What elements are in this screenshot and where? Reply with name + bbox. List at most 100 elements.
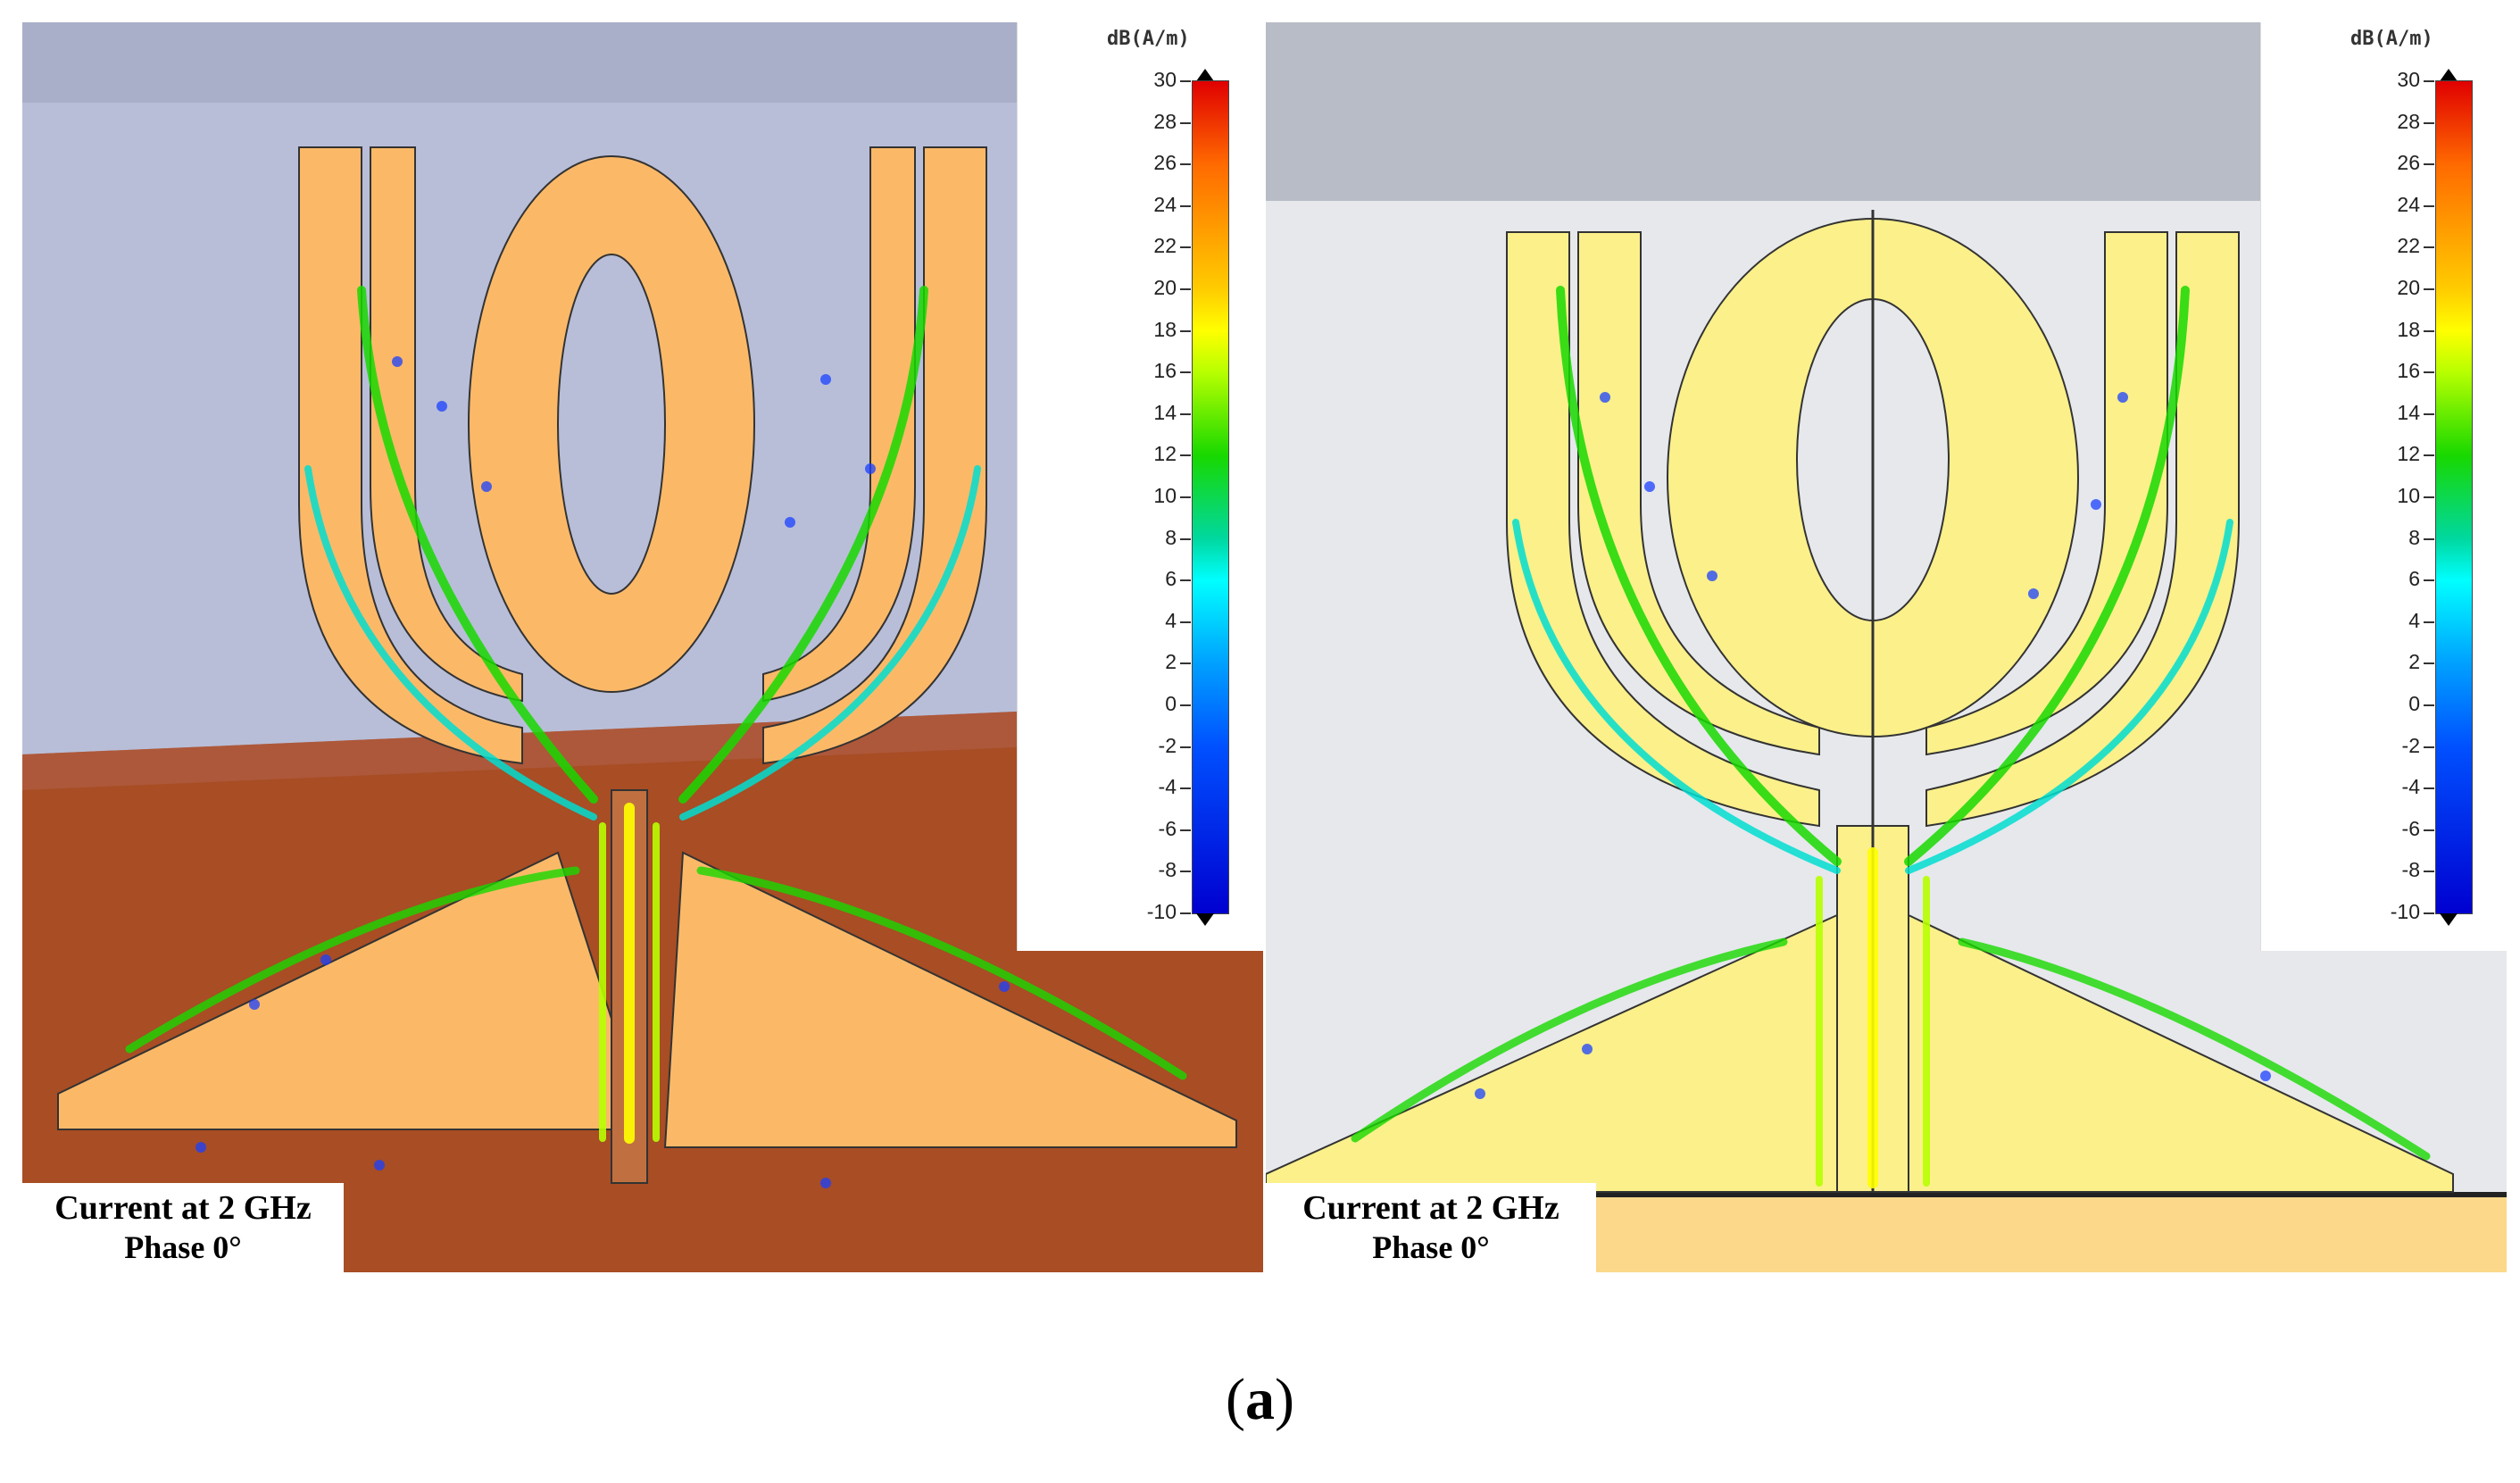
- colorbar-legend: dB(A/m) 30 28 26 24 22 20 18 16 14 12 10 8 6 4 2 0 -2 -4-…: [1017, 22, 1263, 951]
- colorbar-tick-mark: [1180, 454, 1191, 457]
- colorbar-tick-mark: [1180, 412, 1191, 415]
- colorbar-tick-label: 28: [1153, 109, 1177, 133]
- colorbar-tick-mark: [2424, 829, 2434, 831]
- colorbar-tick-mark: [2424, 246, 2434, 249]
- colorbar-tick-mark: [1180, 621, 1191, 623]
- colorbar-tick-mark: [2424, 662, 2434, 665]
- colorbar-tick-label: 10: [1153, 484, 1177, 507]
- colorbar-tick-mark: [2424, 163, 2434, 166]
- colorbar-tick-label: 18: [2397, 317, 2420, 341]
- simulation-panel-front: dB(A/m) 30 28 26 24 22 20 18 16 14 12 10 8 6 4 2 0 -2 -4-…: [1266, 22, 2507, 1272]
- caption-frequency: Current at 2 GHz: [1302, 1189, 1559, 1227]
- colorbar-tick-mark: [1180, 787, 1191, 790]
- colorbar-tick-mark: [2424, 454, 2434, 457]
- colorbar-tick-mark: [1180, 246, 1191, 249]
- colorbar-tick-mark: [2424, 746, 2434, 748]
- colorbar-tick-mark: [1180, 912, 1191, 914]
- caption-frequency: Current at 2 GHz: [54, 1189, 312, 1227]
- colorbar-tick-mark: [1180, 704, 1191, 706]
- colorbar-tick-label: 0: [2408, 692, 2420, 715]
- colorbar-tick-mark: [1180, 204, 1191, 207]
- colorbar-tick-label: -10: [1146, 900, 1177, 923]
- colorbar-tick-mark: [2424, 371, 2434, 374]
- colorbar-tick-mark: [1180, 496, 1191, 498]
- colorbar-tick-mark: [2424, 871, 2434, 873]
- colorbar-tick-mark: [2424, 496, 2434, 498]
- colorbar-tick-label: 20: [2397, 276, 2420, 299]
- colorbar-tick-label: 6: [1165, 567, 1177, 591]
- colorbar-tick-mark: [2424, 80, 2434, 82]
- colorbar-gradient: [1192, 80, 1229, 914]
- colorbar-tick-mark: [2424, 204, 2434, 207]
- colorbar-tick-label: -8: [1158, 858, 1177, 882]
- colorbar-tick-label: -6: [1158, 816, 1177, 840]
- colorbar-tick-mark: [2424, 621, 2434, 623]
- colorbar-tick-mark: [1180, 746, 1191, 748]
- colorbar-tick-label: 10: [2397, 484, 2420, 507]
- colorbar-tick-label: 12: [2397, 442, 2420, 466]
- subfigure-label: (a): [0, 1366, 2520, 1434]
- colorbar-min-arrow-icon: [2440, 913, 2458, 926]
- colorbar-legend: dB(A/m) 30 28 26 24 22 20 18 16 14 12 10 8 6 4 2 0 -2 -4-…: [2260, 22, 2507, 951]
- colorbar-max-arrow-icon: [1196, 69, 1214, 81]
- colorbar-tick-label: -4: [1158, 775, 1177, 799]
- colorbar-tick-label: -6: [2401, 816, 2420, 840]
- colorbar-tick-mark: [2424, 579, 2434, 582]
- subfigure-label-letter: a: [1245, 1367, 1275, 1432]
- colorbar-tick-label: 2: [1165, 650, 1177, 674]
- colorbar-tick-label: -10: [2390, 900, 2420, 923]
- colorbar-tick-mark: [2424, 704, 2434, 706]
- colorbar-tick-mark: [1180, 579, 1191, 582]
- colorbar-tick-label: 16: [2397, 359, 2420, 383]
- colorbar-tick-label: 14: [1153, 400, 1177, 424]
- simulation-panel-perspective: dB(A/m) 30 28 26 24 22 20 18 16 14 12 10 8 6 4 2 0 -2 -4-…: [22, 22, 1263, 1272]
- colorbar-tick-mark: [2424, 912, 2434, 914]
- colorbar-tick-label: -2: [2401, 733, 2420, 757]
- colorbar-tick-mark: [2424, 121, 2434, 124]
- colorbar-min-arrow-icon: [1196, 913, 1214, 926]
- caption: Current at 2 GHz Phase 0°: [1266, 1183, 1596, 1272]
- colorbar-gradient: [2435, 80, 2473, 914]
- colorbar-tick-label: 8: [1165, 525, 1177, 549]
- colorbar-tick-label: 24: [2397, 192, 2420, 216]
- colorbar-tick-label: 18: [1153, 317, 1177, 341]
- colorbar-tick-label: 26: [2397, 151, 2420, 175]
- colorbar-tick-label: 22: [2397, 234, 2420, 258]
- colorbar-tick-mark: [2424, 288, 2434, 290]
- colorbar-tick-mark: [1180, 662, 1191, 665]
- colorbar-tick-mark: [1180, 871, 1191, 873]
- colorbar-tick-label: 30: [2397, 68, 2420, 91]
- colorbar-tick-mark: [1180, 288, 1191, 290]
- colorbar-tick-mark: [1180, 163, 1191, 166]
- colorbar-tick-label: 28: [2397, 109, 2420, 133]
- colorbar-tick-label: 22: [1153, 234, 1177, 258]
- colorbar-tick-label: 8: [2408, 525, 2420, 549]
- caption-phase: Phase 0°: [1372, 1229, 1490, 1265]
- colorbar-tick-mark: [1180, 121, 1191, 124]
- colorbar-tick-mark: [2424, 787, 2434, 790]
- colorbar-tick-label: -8: [2401, 858, 2420, 882]
- colorbar-tick-label: 4: [2408, 608, 2420, 632]
- colorbar-tick-label: 0: [1165, 692, 1177, 715]
- colorbar-tick-label: -4: [2401, 775, 2420, 799]
- subfigure-label-open: (: [1226, 1367, 1245, 1432]
- colorbar-unit: dB(A/m): [1107, 28, 1190, 50]
- colorbar-tick-label: 4: [1165, 608, 1177, 632]
- colorbar-tick-label: 6: [2408, 567, 2420, 591]
- colorbar-tick-label: 12: [1153, 442, 1177, 466]
- colorbar-unit: dB(A/m): [2350, 28, 2433, 50]
- colorbar-max-arrow-icon: [2440, 69, 2458, 81]
- colorbar-tick-label: 14: [2397, 400, 2420, 424]
- colorbar-tick-label: 24: [1153, 192, 1177, 216]
- colorbar-tick-label: 2: [2408, 650, 2420, 674]
- colorbar-tick-mark: [1180, 329, 1191, 332]
- colorbar-tick-label: 30: [1153, 68, 1177, 91]
- colorbar-tick-label: 16: [1153, 359, 1177, 383]
- colorbar-tick-mark: [1180, 80, 1191, 82]
- subfigure-label-close: ): [1275, 1367, 1294, 1432]
- colorbar-tick-label: -2: [1158, 733, 1177, 757]
- colorbar-tick-mark: [1180, 537, 1191, 540]
- colorbar-tick-mark: [2424, 537, 2434, 540]
- caption: Current at 2 GHz Phase 0°: [22, 1183, 344, 1272]
- colorbar-tick-mark: [1180, 371, 1191, 374]
